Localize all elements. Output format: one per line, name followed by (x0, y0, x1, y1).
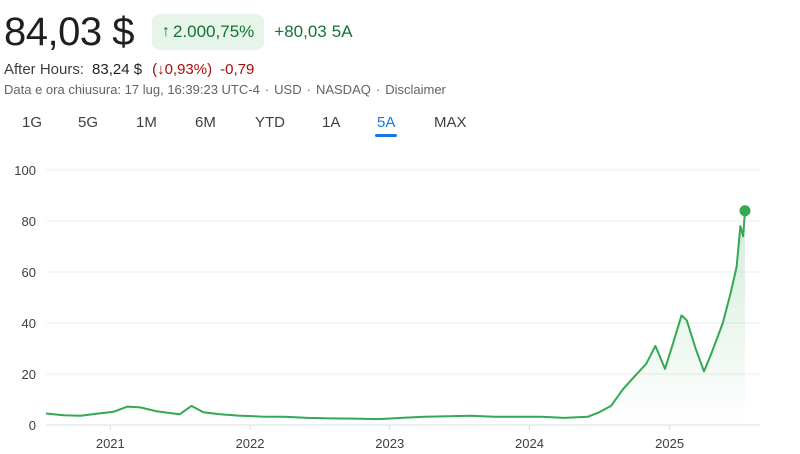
x-tick-label: 2021 (96, 436, 125, 451)
after-hours-label: After Hours: (4, 60, 85, 78)
y-axis-labels: 0 20 40 60 80 100 (14, 163, 36, 433)
x-axis-labels: 2021 2022 2023 2024 2025 (96, 425, 684, 451)
change-absolute-value: +80,03 (274, 22, 327, 41)
arrow-up-icon: ↑ (161, 23, 170, 40)
y-tick-label: 20 (22, 367, 36, 382)
separator-dot: · (306, 82, 311, 97)
exchange: NASDAQ (315, 82, 371, 97)
tab-max[interactable]: MAX (434, 114, 467, 131)
tab-1g[interactable]: 1G (22, 114, 43, 131)
after-hours-row: After Hours: 83,24 $ (↓0,93%) -0,79 (4, 58, 254, 80)
tab-6m[interactable]: 6M (195, 114, 216, 131)
tab-1a[interactable]: 1A (322, 114, 341, 131)
y-tick-label: 0 (29, 418, 36, 433)
price-area (46, 210, 745, 425)
y-tick-label: 100 (14, 163, 36, 178)
x-tick-label: 2023 (375, 436, 404, 451)
disclaimer-link[interactable]: Disclaimer (385, 82, 446, 97)
tab-5g[interactable]: 5G (78, 114, 99, 131)
x-tick-label: 2022 (236, 436, 265, 451)
after-hours-price: 83,24 $ (92, 60, 143, 78)
change-absolute: +80,03 5A (274, 22, 352, 42)
y-tick-label: 60 (22, 265, 36, 280)
after-hours-percent: (↓0,93%) (152, 60, 213, 78)
after-hours-change: -0,79 (220, 60, 255, 78)
separator-dot: · (264, 82, 270, 97)
separator-dot: · (375, 82, 381, 97)
tab-ytd[interactable]: YTD (255, 114, 285, 131)
quote-meta: Data e ora chiusura: 17 lug, 16:39:23 UT… (4, 82, 446, 97)
stock-price: 84,03 $ (4, 10, 134, 54)
last-price-dot (739, 205, 751, 217)
change-percent: 2.000,75% (172, 22, 255, 41)
x-tick-label: 2025 (655, 436, 684, 451)
price-chart[interactable]: 0 20 40 60 80 100 2021 2022 2023 2024 2025 (0, 155, 800, 454)
close-time: Data e ora chiusura: 17 lug, 16:39:23 UT… (4, 82, 260, 97)
tab-5a[interactable]: 5A (374, 112, 398, 138)
y-tick-label: 80 (22, 214, 36, 229)
tab-1m[interactable]: 1M (136, 114, 157, 131)
change-period: 5A (331, 22, 353, 41)
x-tick-label: 2024 (515, 436, 544, 451)
price-line (45, 210, 746, 421)
quote-header: 84,03 $ ↑ 2.000,75% +80,03 5A (4, 8, 353, 56)
currency: USD (274, 82, 302, 97)
change-badge: ↑ 2.000,75% (151, 14, 265, 50)
y-tick-label: 40 (22, 316, 36, 331)
